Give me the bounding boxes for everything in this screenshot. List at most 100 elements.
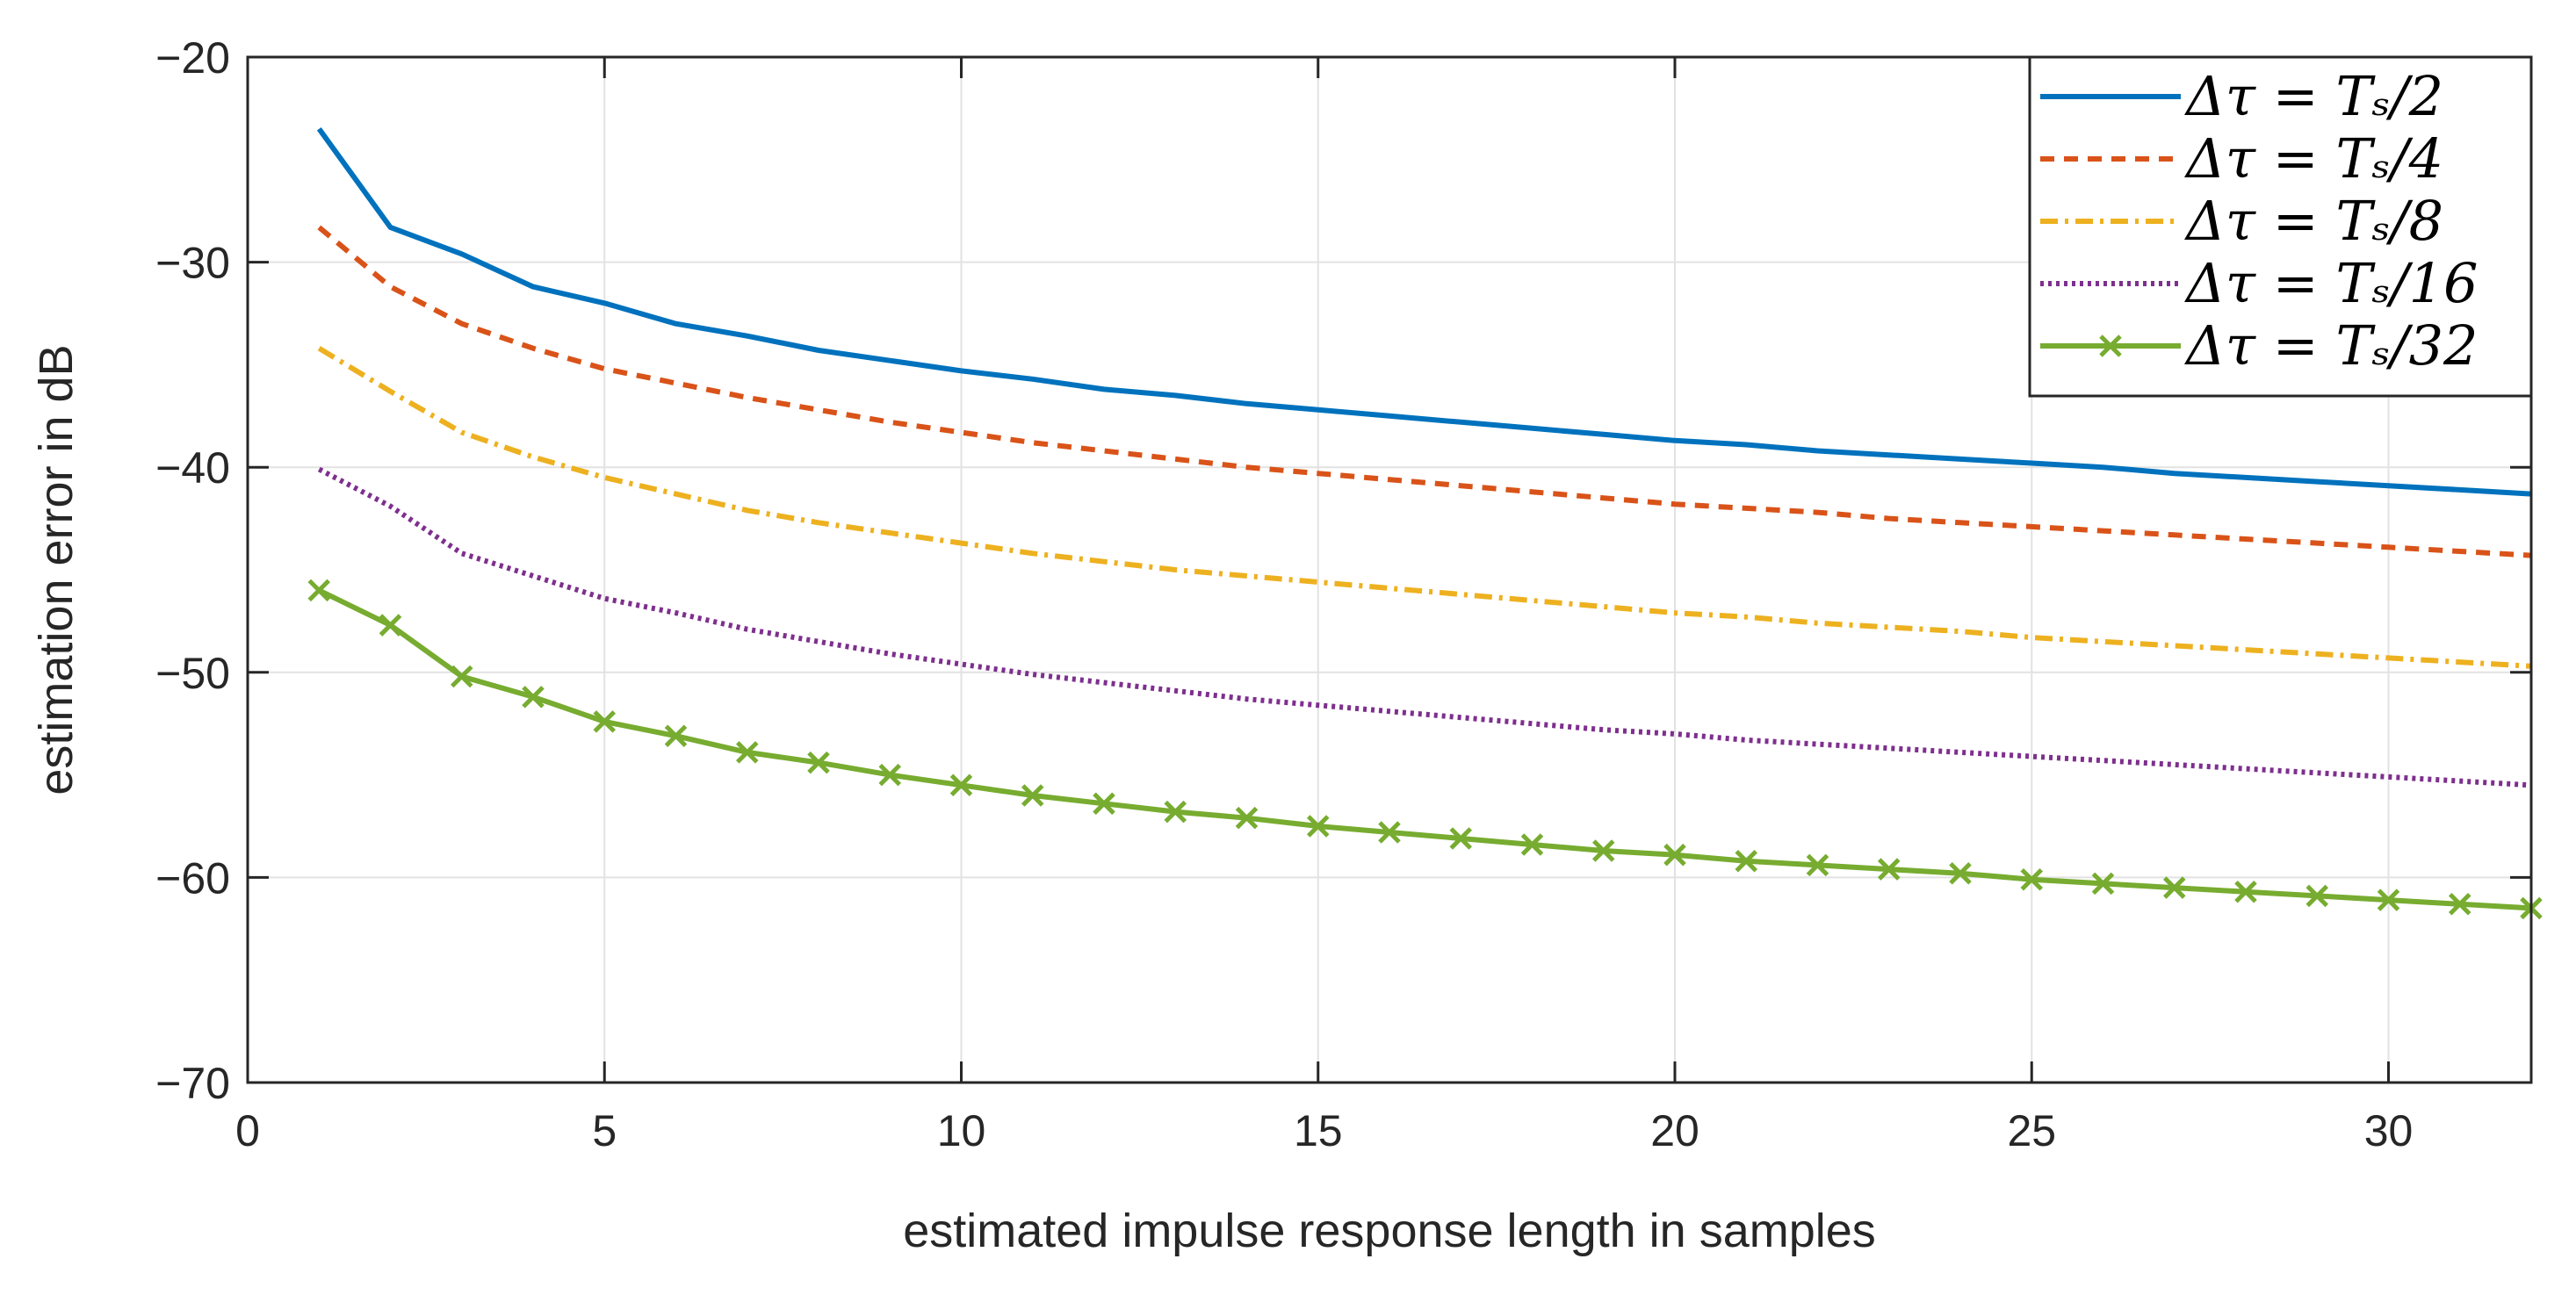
legend-entry: Δτ = Tₛ/4 bbox=[2040, 126, 2443, 191]
x-marker bbox=[1235, 806, 1259, 830]
x-marker-stroke bbox=[1949, 861, 1972, 885]
x-marker bbox=[2377, 889, 2400, 911]
legend-label: Δτ = Tₛ/8 bbox=[2184, 189, 2443, 253]
series-5 bbox=[307, 579, 2543, 920]
x-marker bbox=[307, 579, 331, 602]
legend-label: Δτ = Tₛ/4 bbox=[2184, 126, 2443, 191]
legend-entry: Δτ = Tₛ/32 bbox=[2040, 313, 2478, 378]
legend-label: Δτ = Tₛ/2 bbox=[2184, 64, 2443, 128]
x-marker-stroke bbox=[1093, 792, 1115, 816]
x-marker-stroke bbox=[2448, 893, 2471, 916]
x-marker bbox=[1806, 853, 1829, 877]
series-line bbox=[317, 466, 2532, 788]
x-marker bbox=[807, 751, 830, 774]
x-marker-stroke bbox=[2377, 889, 2400, 911]
x-marker bbox=[949, 773, 973, 797]
x-marker bbox=[878, 763, 902, 787]
x-marker bbox=[664, 724, 688, 747]
x-marker bbox=[1591, 839, 1615, 862]
x-marker-stroke bbox=[949, 773, 973, 797]
x-marker-stroke bbox=[1591, 839, 1615, 862]
x-marker-stroke bbox=[593, 710, 617, 733]
x-marker bbox=[2162, 876, 2186, 899]
y-axis-label: estimation error in dB bbox=[30, 344, 83, 795]
x-marker bbox=[379, 614, 402, 637]
x-marker bbox=[2091, 872, 2115, 896]
series-3 bbox=[317, 346, 2532, 669]
x-marker bbox=[1877, 858, 1901, 881]
x-marker bbox=[593, 710, 617, 733]
x-marker-stroke bbox=[1520, 833, 1544, 856]
x-marker-stroke bbox=[878, 763, 902, 787]
y-tick-label: −50 bbox=[155, 649, 230, 698]
x-marker bbox=[2099, 335, 2122, 357]
legend-label: Δτ = Tₛ/16 bbox=[2184, 251, 2478, 315]
legend-box bbox=[2028, 55, 2533, 398]
x-marker-stroke bbox=[379, 614, 402, 637]
x-marker-stroke bbox=[450, 665, 473, 688]
data-series bbox=[307, 127, 2543, 920]
legend-entry: Δτ = Tₛ/8 bbox=[2040, 189, 2443, 253]
series-1 bbox=[316, 127, 2532, 497]
x-tick-label: 15 bbox=[1294, 1106, 1343, 1155]
series-line bbox=[317, 346, 2532, 669]
x-marker-stroke bbox=[664, 724, 688, 747]
series-line bbox=[316, 127, 2532, 497]
legend-label: Δτ = Tₛ/32 bbox=[2184, 313, 2478, 378]
x-marker bbox=[1021, 784, 1044, 807]
x-marker-stroke bbox=[1663, 843, 1686, 867]
x-marker-stroke bbox=[1806, 853, 1829, 877]
x-marker bbox=[1949, 861, 1972, 885]
x-marker-stroke bbox=[2162, 876, 2186, 899]
x-axis-ticks: 0 5 10 15 20 25 30 bbox=[235, 57, 2413, 1155]
x-marker bbox=[1663, 843, 1686, 867]
x-marker-stroke bbox=[1735, 849, 1758, 873]
x-marker-stroke bbox=[1164, 800, 1187, 824]
x-marker-stroke bbox=[807, 751, 830, 774]
plot-frame bbox=[246, 55, 2533, 1084]
x-marker bbox=[1093, 792, 1115, 816]
x-tick-label: 20 bbox=[1650, 1106, 1699, 1155]
x-marker-stroke bbox=[1449, 827, 1473, 850]
legend-entry: Δτ = Tₛ/2 bbox=[2040, 64, 2443, 128]
x-tick-label: 10 bbox=[937, 1106, 986, 1155]
x-axis-label: estimated impulse response length in sam… bbox=[903, 1205, 1876, 1257]
x-marker-stroke bbox=[2099, 335, 2122, 357]
x-marker bbox=[1735, 849, 1758, 873]
x-marker bbox=[1520, 833, 1544, 856]
x-marker-stroke bbox=[2234, 880, 2257, 903]
y-tick-label: −40 bbox=[155, 443, 230, 493]
x-marker-stroke bbox=[522, 686, 545, 709]
x-marker bbox=[2448, 893, 2471, 916]
x-marker bbox=[1378, 821, 1401, 844]
x-marker bbox=[735, 741, 759, 764]
y-tick-label: −30 bbox=[155, 239, 230, 288]
x-marker bbox=[522, 686, 545, 709]
x-marker bbox=[2305, 884, 2329, 908]
x-marker-stroke bbox=[1235, 806, 1259, 830]
x-marker bbox=[1164, 800, 1187, 824]
series-line bbox=[317, 587, 2532, 911]
x-tick-label: 0 bbox=[235, 1106, 260, 1155]
x-marker-stroke bbox=[1306, 815, 1330, 838]
x-marker bbox=[2234, 880, 2257, 903]
x-marker bbox=[450, 665, 473, 688]
y-tick-label: −20 bbox=[155, 33, 230, 83]
series-2 bbox=[317, 225, 2532, 558]
x-marker-stroke bbox=[307, 579, 331, 602]
x-tick-label: 25 bbox=[2007, 1106, 2056, 1155]
y-tick-label: −70 bbox=[155, 1059, 230, 1108]
x-marker-stroke bbox=[2305, 884, 2329, 908]
x-marker-stroke bbox=[1877, 858, 1901, 881]
x-marker bbox=[1306, 815, 1330, 838]
x-marker bbox=[1449, 827, 1473, 850]
x-tick-label: 30 bbox=[2364, 1106, 2414, 1155]
x-marker-stroke bbox=[2091, 872, 2115, 896]
series-line bbox=[317, 225, 2532, 558]
series-4 bbox=[317, 466, 2532, 788]
legend: Δτ = Tₛ/2Δτ = Tₛ/4Δτ = Tₛ/8Δτ = Tₛ/16Δτ … bbox=[2028, 55, 2533, 398]
x-marker bbox=[2020, 867, 2044, 891]
x-marker-stroke bbox=[735, 741, 759, 764]
x-marker-stroke bbox=[1021, 784, 1044, 807]
